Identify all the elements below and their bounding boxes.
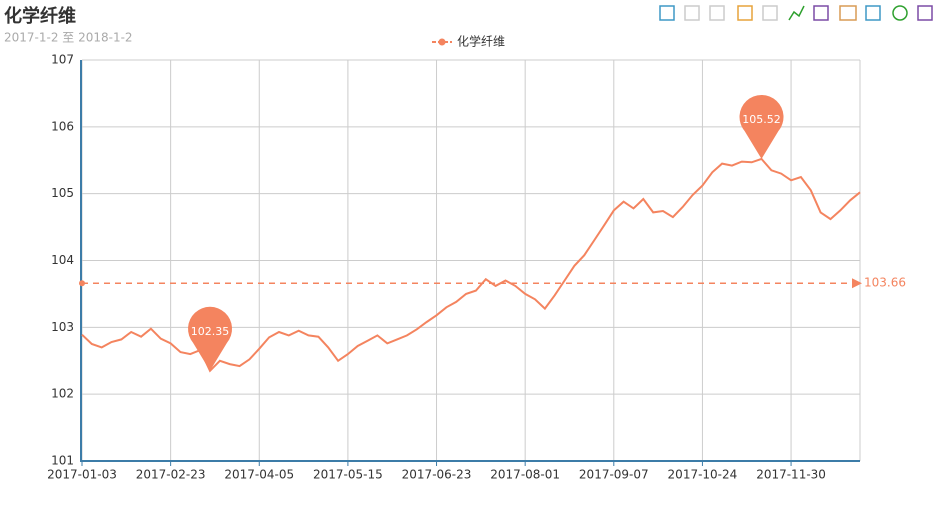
y-tick-label: 101 xyxy=(51,454,74,468)
y-tick-label: 105 xyxy=(51,186,74,200)
chart-subtitle: 2017-1-2 至 2018-1-2 xyxy=(4,31,133,45)
y-tick-label: 104 xyxy=(51,253,74,267)
x-tick-label: 2017-04-05 xyxy=(224,468,294,482)
pin-label: 102.35 xyxy=(191,325,230,338)
tool-icon[interactable] xyxy=(839,5,857,21)
tool-icon[interactable] xyxy=(709,5,725,21)
tool-icon[interactable] xyxy=(917,5,933,21)
average-label: 103.66 xyxy=(864,276,906,290)
x-tick-label: 2017-10-24 xyxy=(668,468,738,482)
x-tick-label: 2017-02-23 xyxy=(136,468,206,482)
x-tick-label: 2017-05-15 xyxy=(313,468,383,482)
tool-icon[interactable] xyxy=(813,5,829,21)
y-tick-label: 102 xyxy=(51,387,74,401)
x-tick-label: 2017-09-07 xyxy=(579,468,649,482)
x-tick-label: 2017-01-03 xyxy=(47,468,117,482)
x-tick-label: 2017-11-30 xyxy=(756,468,826,482)
tool-icon[interactable] xyxy=(684,5,700,21)
y-tick-label: 103 xyxy=(51,320,74,334)
average-arrow xyxy=(852,278,862,289)
y-tick-label: 106 xyxy=(51,119,74,133)
x-tick-label: 2017-06-23 xyxy=(402,468,472,482)
y-tick-label: 107 xyxy=(51,53,74,67)
chart-title: 化学纤维 xyxy=(4,5,76,27)
tool-icon[interactable] xyxy=(737,5,753,21)
pin xyxy=(739,94,784,159)
tool-icon[interactable] xyxy=(865,5,881,21)
legend-marker xyxy=(438,38,446,46)
pin xyxy=(188,306,233,371)
legend-label: 化学纤维 xyxy=(457,34,505,49)
average-start xyxy=(79,280,85,287)
toolbox xyxy=(659,5,933,21)
tool-icon[interactable] xyxy=(659,5,675,21)
tool-icon[interactable] xyxy=(892,5,908,21)
pin-label: 105.52 xyxy=(742,113,781,126)
tool-icon[interactable] xyxy=(762,5,778,21)
series-line xyxy=(81,157,861,373)
x-tick-label: 2017-08-01 xyxy=(490,468,560,482)
tool-icon[interactable] xyxy=(788,5,805,21)
